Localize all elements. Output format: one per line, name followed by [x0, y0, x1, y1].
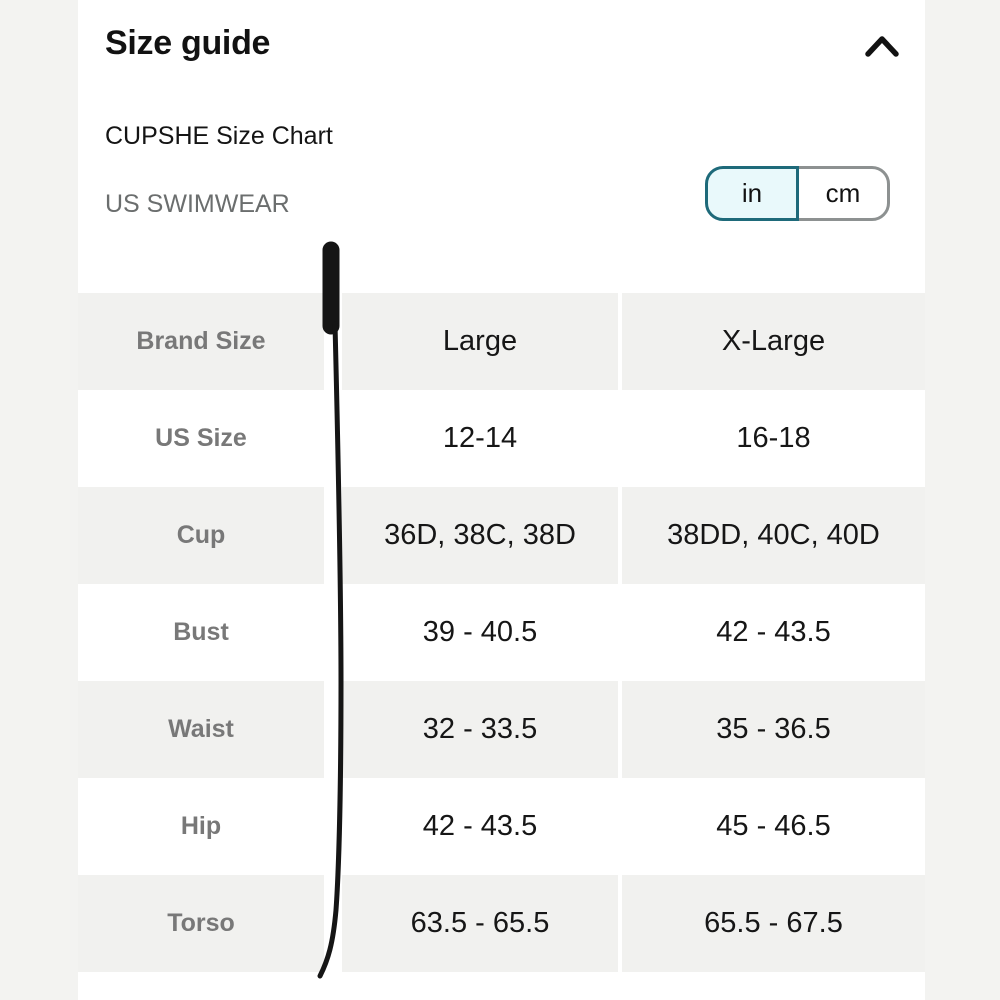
table-row-label: Hip: [78, 778, 324, 875]
table-cell: 35 - 36.5: [622, 681, 925, 778]
table-row: Brand Size Large X-Large: [78, 293, 925, 390]
table-row-label: Torso: [78, 875, 324, 972]
column-gap: [618, 584, 622, 681]
column-gap: [324, 778, 342, 875]
table-row: Torso 63.5 - 65.5 65.5 - 67.5: [78, 875, 925, 972]
column-gap: [618, 778, 622, 875]
column-gap: [324, 875, 342, 972]
table-cell: 39 - 40.5: [342, 584, 618, 681]
collapse-button[interactable]: [856, 22, 908, 70]
table-row-label: Brand Size: [78, 293, 324, 390]
table-cell: 65.5 - 67.5: [622, 875, 925, 972]
column-gap: [618, 681, 622, 778]
unit-option-cm[interactable]: cm: [796, 166, 890, 221]
table-cell: 38DD, 40C, 40D: [622, 487, 925, 584]
table-row: Hip 42 - 43.5 45 - 46.5: [78, 778, 925, 875]
page-title: Size guide: [105, 24, 271, 62]
column-gap: [324, 487, 342, 584]
column-gap: [618, 875, 622, 972]
table-cell: 42 - 43.5: [342, 778, 618, 875]
column-gap: [324, 293, 342, 390]
table-cell: 36D, 38C, 38D: [342, 487, 618, 584]
table-cell: 12-14: [342, 390, 618, 487]
table-cell: Large: [342, 293, 618, 390]
table-cell: 45 - 46.5: [622, 778, 925, 875]
size-guide-panel: Size guide CUPSHE Size Chart US SWIMWEAR…: [78, 0, 925, 1000]
table-cell: 42 - 43.5: [622, 584, 925, 681]
table-row-label: Waist: [78, 681, 324, 778]
column-gap: [324, 584, 342, 681]
table-cell: 63.5 - 65.5: [342, 875, 618, 972]
chart-category-label: US SWIMWEAR: [105, 190, 290, 218]
table-row-label: Cup: [78, 487, 324, 584]
table-row-label: US Size: [78, 390, 324, 487]
table-cell: 16-18: [622, 390, 925, 487]
table-row: Waist 32 - 33.5 35 - 36.5: [78, 681, 925, 778]
table-row: US Size 12-14 16-18: [78, 390, 925, 487]
table-row: Bust 39 - 40.5 42 - 43.5: [78, 584, 925, 681]
table-cell: X-Large: [622, 293, 925, 390]
table-row: Cup 36D, 38C, 38D 38DD, 40C, 40D: [78, 487, 925, 584]
table-cell: 32 - 33.5: [342, 681, 618, 778]
unit-option-in[interactable]: in: [705, 166, 799, 221]
column-gap: [618, 390, 622, 487]
column-gap: [324, 390, 342, 487]
column-gap: [324, 681, 342, 778]
column-gap: [618, 293, 622, 390]
table-row-label: Bust: [78, 584, 324, 681]
size-chart-table[interactable]: Brand Size Large X-Large US Size 12-14 16-18 C…: [78, 293, 925, 972]
unit-toggle: in cm: [705, 166, 890, 221]
chevron-up-icon: [864, 33, 900, 60]
column-gap: [618, 487, 622, 584]
chart-brand-title: CUPSHE Size Chart: [105, 122, 333, 150]
